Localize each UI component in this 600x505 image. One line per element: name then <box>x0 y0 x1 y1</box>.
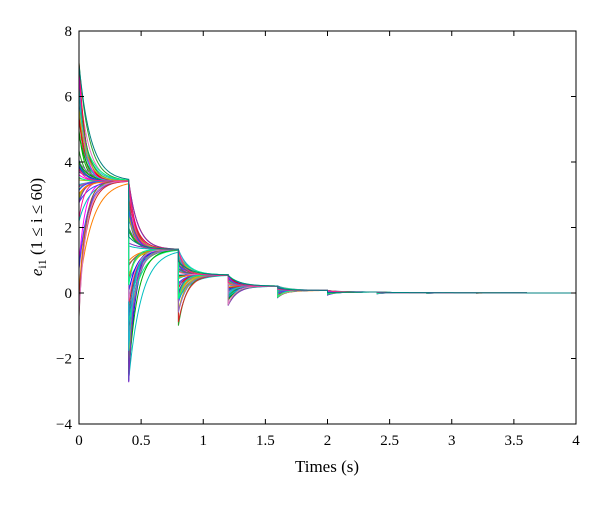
x-tick-label: 0 <box>75 433 83 449</box>
x-tick-label: 0.5 <box>132 433 151 449</box>
y-axis-label-symbol: e <box>27 268 46 276</box>
series-line <box>78 180 576 301</box>
series-line <box>78 180 576 294</box>
series-line <box>78 180 576 300</box>
y-tick-label: −4 <box>56 417 72 433</box>
series-line <box>78 180 576 380</box>
x-tick-label: 2 <box>324 433 332 449</box>
series-line <box>78 180 576 306</box>
x-tick-label: 1 <box>200 433 208 449</box>
series-line <box>78 67 576 364</box>
series-line <box>78 161 576 294</box>
series-line <box>78 180 576 294</box>
y-axis-label-range: (1 ≤ i ≤ 60) <box>27 178 46 259</box>
y-tick-label: −2 <box>56 352 72 368</box>
series-line <box>78 180 576 295</box>
series-line <box>78 161 576 294</box>
y-tick-label: 0 <box>65 286 73 302</box>
series-line <box>78 180 576 382</box>
series-line <box>78 180 576 300</box>
series-line <box>78 162 576 306</box>
series-line <box>78 88 576 351</box>
series-line <box>78 174 576 301</box>
series-line <box>78 164 576 294</box>
series-line <box>78 180 576 359</box>
x-tick-label: 3 <box>448 433 456 449</box>
series-line <box>78 166 576 299</box>
series-line <box>78 180 576 294</box>
x-tick-label: 4 <box>572 433 580 449</box>
series-line <box>78 150 576 300</box>
series-line <box>78 180 576 294</box>
series-line <box>78 162 576 294</box>
series-line <box>78 171 576 294</box>
series-line <box>78 168 576 294</box>
y-tick-label: 2 <box>65 221 73 237</box>
x-axis-label: Times (s) <box>295 457 359 476</box>
y-axis-label-subscript: i1 <box>35 259 49 268</box>
y-tick-label: 8 <box>65 24 73 40</box>
y-tick-label: 6 <box>65 90 73 106</box>
series-line <box>78 80 576 317</box>
series-line <box>78 176 576 299</box>
series-layer <box>78 62 576 383</box>
x-tick-label: 2.5 <box>380 433 399 449</box>
series-line <box>78 180 576 303</box>
series-line <box>78 180 576 303</box>
series-line <box>78 133 576 296</box>
plot-frame <box>78 30 577 425</box>
series-line <box>78 179 576 294</box>
x-tick-label: 3.5 <box>505 433 524 449</box>
series-line <box>78 177 576 294</box>
series-line <box>78 64 576 294</box>
ticks-layer: 0 0.5 1 1.5 2 2.5 3 3.5 4 −4 −2 0 2 4 6 8 <box>56 24 580 449</box>
y-axis-label: ei1 (1 ≤ i ≤ 60) <box>27 178 49 276</box>
series-line <box>78 130 576 335</box>
series-line <box>78 180 576 343</box>
series-line <box>78 168 576 294</box>
series-line <box>78 180 576 383</box>
y-tick-label: 4 <box>65 155 73 171</box>
series-line <box>78 180 576 299</box>
series-line <box>78 71 576 294</box>
series-line <box>78 116 576 307</box>
series-line <box>78 159 576 299</box>
series-line <box>78 62 576 312</box>
series-line <box>78 102 576 332</box>
series-line <box>78 116 576 301</box>
series-line <box>78 114 576 303</box>
series-line <box>78 183 576 296</box>
x-tick-label: 1.5 <box>256 433 275 449</box>
series-line <box>78 62 576 296</box>
series-line <box>78 163 576 294</box>
series-line <box>78 180 576 294</box>
series-line <box>78 180 576 297</box>
series-line <box>78 164 576 320</box>
